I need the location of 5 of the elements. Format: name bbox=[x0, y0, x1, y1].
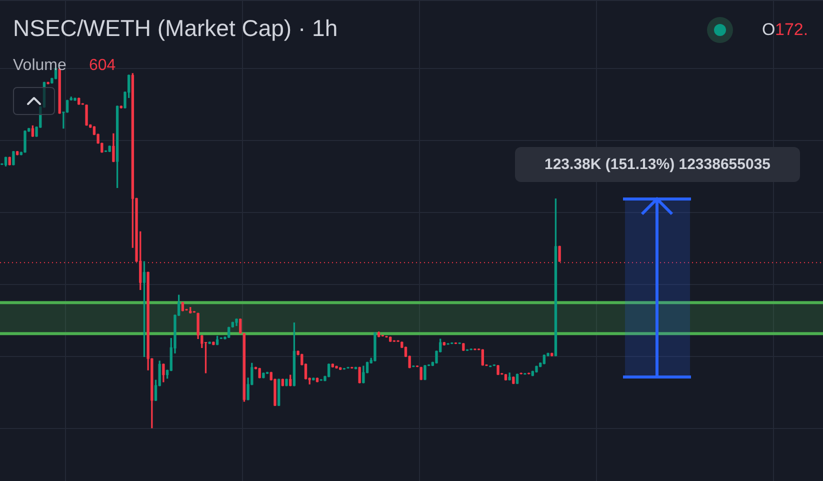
annotation: 604 bbox=[89, 57, 116, 76]
chart-title: NSEC/WETH (Market Cap) · 1h bbox=[13, 15, 338, 42]
text: O bbox=[762, 20, 776, 40]
text: 172. bbox=[775, 20, 808, 40]
annotation: Volume bbox=[13, 57, 66, 76]
